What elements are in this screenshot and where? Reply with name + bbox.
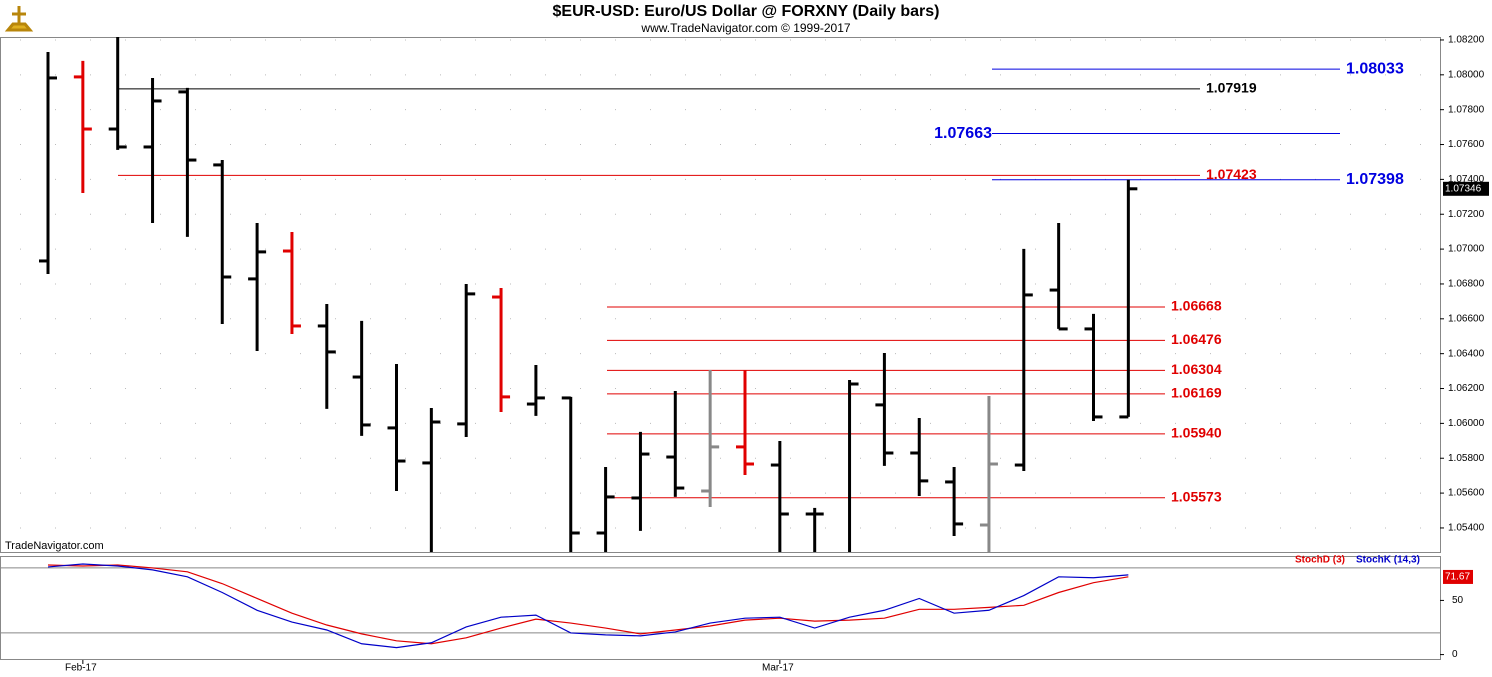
y-tick-label: 0 bbox=[1452, 649, 1458, 660]
current-stoch: 71.67 bbox=[1445, 572, 1470, 583]
y-tick-label: 1.07200 bbox=[1448, 209, 1485, 220]
y-tick-label: 1.07000 bbox=[1448, 244, 1485, 255]
current-stoch-box bbox=[1443, 569, 1473, 584]
y-tick-label: 1.08000 bbox=[1448, 69, 1485, 80]
y-tick-label: 1.05400 bbox=[1448, 523, 1485, 534]
stoch-panel bbox=[0, 556, 1441, 660]
y-tick-label: 1.06000 bbox=[1448, 418, 1485, 429]
level-label: 1.07423 bbox=[1206, 166, 1257, 182]
level-label: 1.08033 bbox=[1346, 60, 1404, 77]
y-tick-label: 1.07600 bbox=[1448, 139, 1485, 150]
y-tick-label: 1.06600 bbox=[1448, 313, 1485, 324]
stoch-line bbox=[47, 563, 1129, 649]
level-label: 1.06476 bbox=[1171, 331, 1222, 347]
y-tick-label: 1.06200 bbox=[1448, 383, 1485, 394]
y-tick-label: 1.06400 bbox=[1448, 348, 1485, 359]
level-label: 1.06169 bbox=[1171, 385, 1222, 401]
y-tick-label: 1.05600 bbox=[1448, 488, 1485, 499]
y-tick-label: 1.07800 bbox=[1448, 104, 1485, 115]
level-label: 1.05573 bbox=[1171, 489, 1222, 505]
level-label: 1.07663 bbox=[934, 125, 992, 142]
main-panel bbox=[0, 37, 1441, 553]
y-tick-label: 50 bbox=[1452, 595, 1464, 606]
level-label: 1.06668 bbox=[1171, 298, 1222, 314]
y-tick-label: 1.06800 bbox=[1448, 279, 1485, 290]
legend-entry: StochD (3) bbox=[1295, 555, 1345, 566]
legend-entry: StochK (14,3) bbox=[1356, 555, 1420, 566]
level-label: 1.07398 bbox=[1346, 171, 1404, 188]
stoch-plot bbox=[0, 563, 1440, 649]
chart-subtitle: www.TradeNavigator.com © 1999-2017 bbox=[640, 21, 850, 35]
y-tick-label: 1.08200 bbox=[1448, 35, 1485, 46]
level-label: 1.05940 bbox=[1171, 425, 1222, 441]
price-plot: 1.08033 1.07919 1.07663 1.07423 1.07398 1.066… bbox=[0, 37, 1440, 552]
level-label: 1.07919 bbox=[1206, 80, 1257, 96]
current-price: 1.07346 bbox=[1445, 183, 1482, 194]
stoch-line bbox=[47, 564, 1129, 645]
y-tick-label: 1.07400 bbox=[1448, 174, 1485, 185]
chart-title: $EUR-USD: Euro/US Dollar @ FORXNY (Daily… bbox=[553, 3, 940, 20]
logo bbox=[4, 6, 34, 32]
y-tick-label: 1.05800 bbox=[1448, 453, 1485, 464]
x-tick-label: Mar-17 bbox=[762, 663, 794, 674]
level-label: 1.06304 bbox=[1171, 361, 1222, 377]
watermark: TradeNavigator.com bbox=[5, 540, 104, 552]
x-tick-label: Feb-17 bbox=[65, 663, 97, 674]
current-price-box bbox=[1443, 181, 1489, 196]
axes: 1.08200 1.08000 1.07800 1.07600 1.07400 1.072… bbox=[65, 35, 1489, 674]
